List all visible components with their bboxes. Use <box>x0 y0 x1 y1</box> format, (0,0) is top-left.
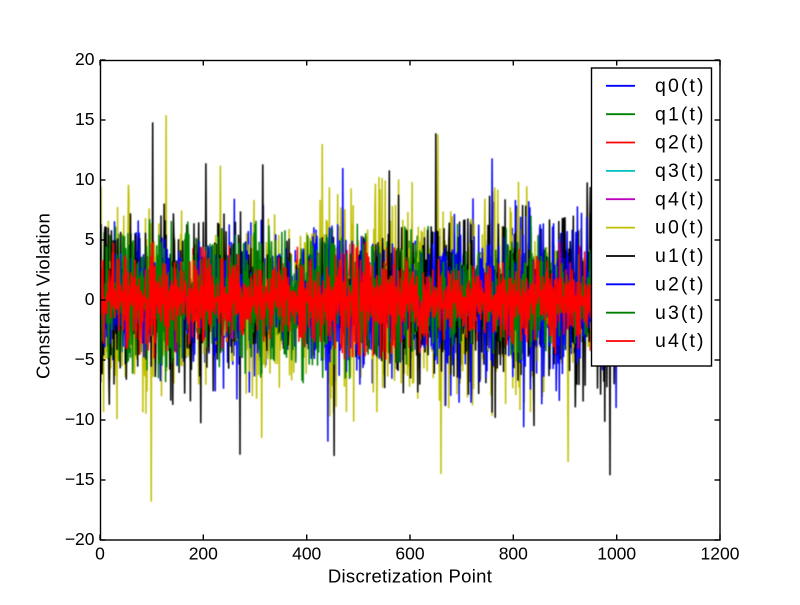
svg-text:15: 15 <box>75 109 94 129</box>
svg-text:20: 20 <box>75 49 95 69</box>
svg-text:0: 0 <box>95 544 105 564</box>
svg-text:u2(t): u2(t) <box>655 273 706 295</box>
svg-text:10: 10 <box>75 169 95 189</box>
svg-text:−20: −20 <box>65 529 95 549</box>
svg-text:q4(t): q4(t) <box>655 188 706 210</box>
svg-text:u0(t): u0(t) <box>655 217 706 239</box>
svg-text:200: 200 <box>189 544 218 564</box>
svg-text:0: 0 <box>85 289 95 309</box>
svg-text:1200: 1200 <box>701 544 740 564</box>
svg-text:−15: −15 <box>65 469 95 489</box>
svg-text:1000: 1000 <box>597 544 636 564</box>
svg-text:600: 600 <box>395 544 424 564</box>
svg-text:u3(t): u3(t) <box>655 302 706 324</box>
svg-text:q0(t): q0(t) <box>655 75 706 97</box>
svg-text:u4(t): u4(t) <box>655 330 706 352</box>
svg-text:Constraint Violation: Constraint Violation <box>33 213 54 379</box>
svg-text:800: 800 <box>499 544 528 564</box>
svg-text:q2(t): q2(t) <box>655 132 706 154</box>
svg-text:400: 400 <box>292 544 321 564</box>
svg-text:5: 5 <box>85 229 95 249</box>
svg-text:−5: −5 <box>75 349 95 369</box>
svg-text:−10: −10 <box>65 409 95 429</box>
svg-text:q3(t): q3(t) <box>655 160 706 182</box>
svg-text:Discretization Point: Discretization Point <box>328 566 492 587</box>
svg-text:q1(t): q1(t) <box>655 103 706 125</box>
svg-text:u1(t): u1(t) <box>655 245 706 267</box>
